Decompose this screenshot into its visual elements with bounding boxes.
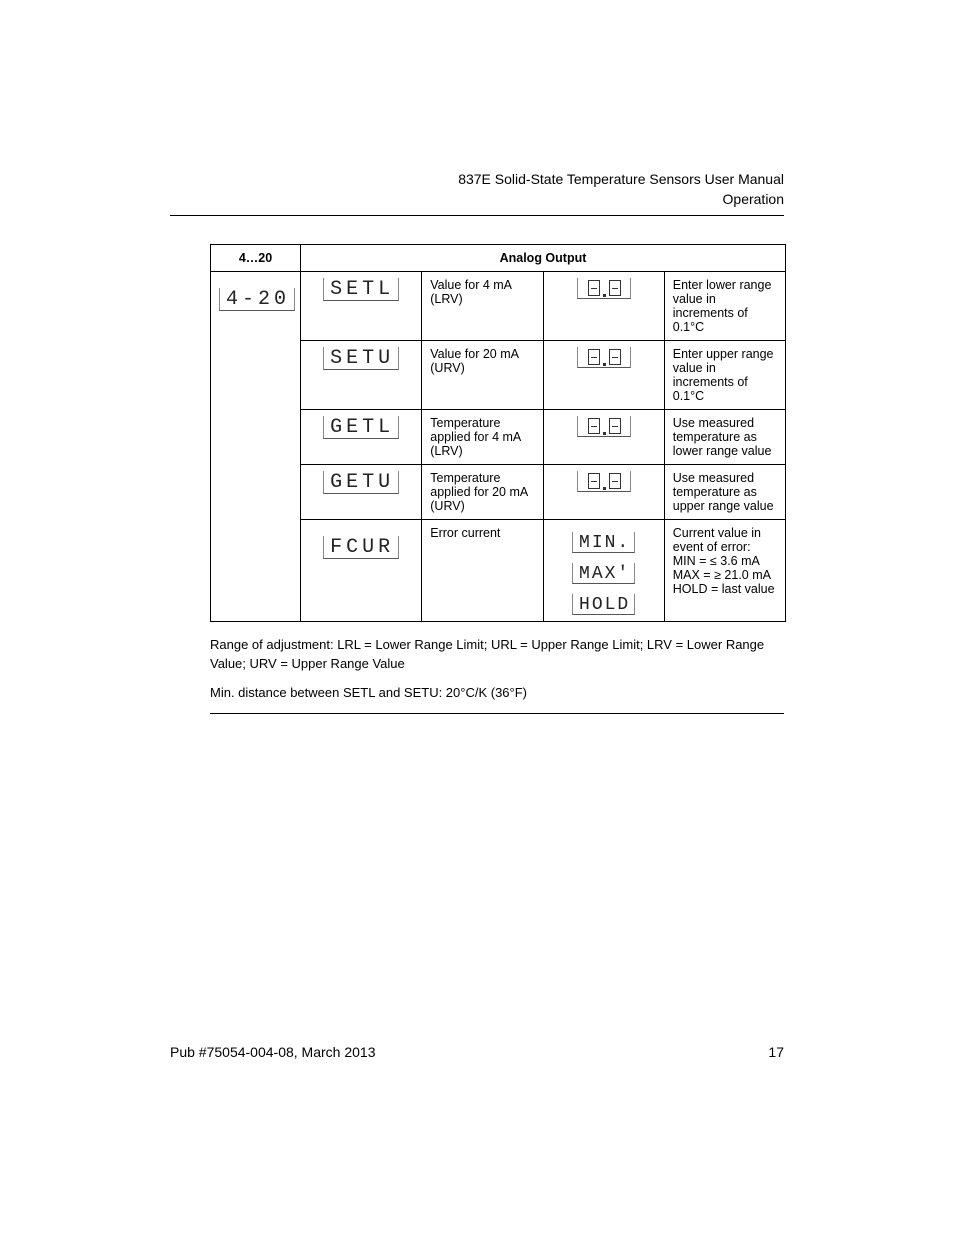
section-name: Operation	[170, 190, 784, 210]
table-row: 4-20 SETL Value for 4 mA (LRV) Enter low…	[211, 272, 786, 341]
param-label-cell: GETU	[301, 465, 422, 520]
param-value-cell	[543, 465, 664, 520]
param-value-cell	[543, 341, 664, 410]
param-desc: Error current	[422, 520, 543, 622]
page-footer: Pub #75054-004-08, March 2013 17	[170, 1044, 784, 1060]
param-label-cell: SETL	[301, 272, 422, 341]
param-explain: Enter lower range value in increments of…	[664, 272, 785, 341]
lcd-param-icon: SETU	[323, 347, 399, 370]
param-desc: Value for 20 mA (URV)	[422, 341, 543, 410]
footnote-line: Range of adjustment: LRL = Lower Range L…	[210, 636, 784, 674]
param-desc: Temperature applied for 4 mA (LRV)	[422, 410, 543, 465]
lcd-category-icon: 4-20	[219, 288, 295, 311]
footnote-rule	[210, 713, 784, 714]
param-explain: Enter upper range value in increments of…	[664, 341, 785, 410]
param-value-cell	[543, 410, 664, 465]
param-label-cell: FCUR	[301, 520, 422, 622]
lcd-value-icon	[577, 278, 631, 299]
param-value-cell: MIN. MAX' HOLD	[543, 520, 664, 622]
param-explain: Current value in event of error: MIN = ≤…	[664, 520, 785, 622]
publication-id: Pub #75054-004-08, March 2013	[170, 1044, 375, 1060]
lcd-value-icon	[577, 416, 631, 437]
manual-title: 837E Solid-State Temperature Sensors Use…	[170, 170, 784, 190]
lcd-value-icon	[577, 347, 631, 368]
param-label-cell: SETU	[301, 341, 422, 410]
lcd-value-icon	[577, 471, 631, 492]
lcd-value-icon: MAX'	[572, 563, 635, 584]
table-header-right: Analog Output	[301, 245, 786, 272]
param-explain: Use measured temperature as upper range …	[664, 465, 785, 520]
lcd-param-icon: GETL	[323, 416, 399, 439]
analog-output-table: 4…20 Analog Output 4-20 SETL Value for 4…	[210, 244, 786, 622]
param-explain: Use measured temperature as lower range …	[664, 410, 785, 465]
lcd-param-icon: FCUR	[323, 536, 399, 559]
table-header-left: 4…20	[211, 245, 301, 272]
param-desc: Value for 4 mA (LRV)	[422, 272, 543, 341]
param-value-cell	[543, 272, 664, 341]
lcd-value-icon: HOLD	[572, 594, 635, 615]
lcd-param-icon: GETU	[323, 471, 399, 494]
footnote-line: Min. distance between SETL and SETU: 20°…	[210, 684, 784, 703]
category-cell: 4-20	[211, 272, 301, 622]
table-footnotes: Range of adjustment: LRL = Lower Range L…	[210, 636, 784, 714]
page-header: 837E Solid-State Temperature Sensors Use…	[170, 170, 784, 209]
lcd-value-icon: MIN.	[572, 532, 635, 553]
param-label-cell: GETL	[301, 410, 422, 465]
header-rule	[170, 215, 784, 216]
param-desc: Temperature applied for 20 mA (URV)	[422, 465, 543, 520]
page-number: 17	[768, 1044, 784, 1060]
page: 837E Solid-State Temperature Sensors Use…	[0, 0, 954, 1235]
lcd-param-icon: SETL	[323, 278, 399, 301]
